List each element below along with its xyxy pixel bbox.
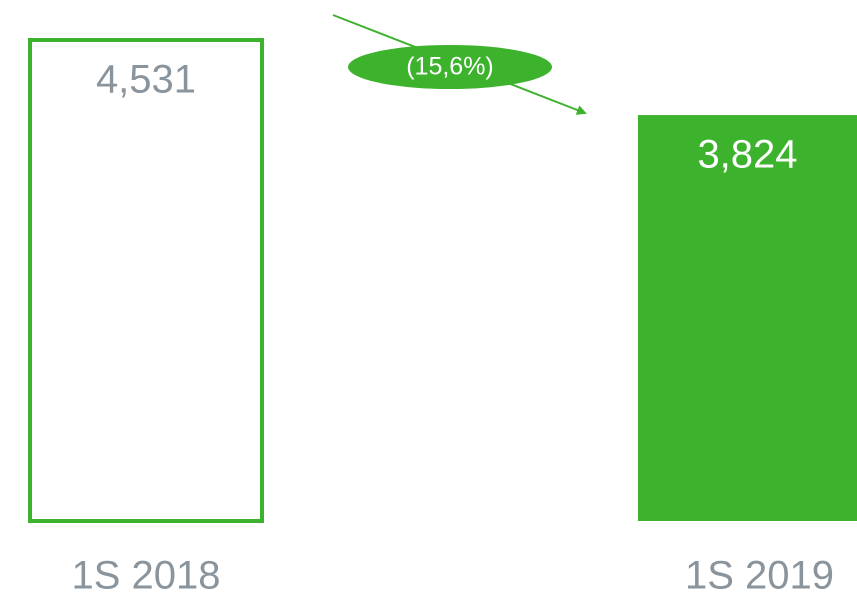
annotation: (15,6%)	[406, 53, 494, 81]
value-label: 3,824	[697, 133, 797, 177]
category-label: 1S 2018	[71, 554, 220, 598]
bar	[638, 115, 857, 522]
bar	[28, 38, 264, 523]
value-label: 4,531	[96, 58, 196, 102]
annotation-badge	[348, 45, 552, 89]
category-label: 1S 2019	[685, 554, 834, 598]
